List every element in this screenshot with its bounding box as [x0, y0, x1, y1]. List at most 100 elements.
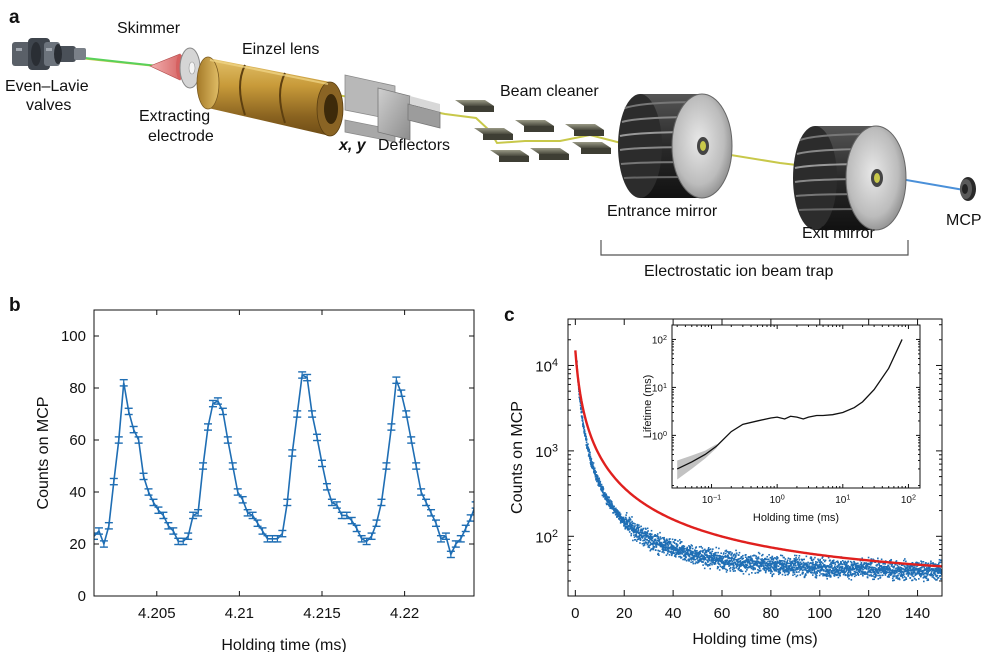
panel-c-point: [884, 574, 887, 576]
panel-c-point: [726, 569, 729, 572]
panel-c-point: [821, 565, 824, 568]
panel-c-point: [792, 560, 794, 562]
panel-c-point: [607, 498, 609, 501]
panel-c-point: [782, 565, 785, 567]
panel-c-point: [938, 566, 940, 569]
panel-c-point: [912, 573, 914, 575]
panel-c-point: [827, 565, 830, 568]
panel-c-point: [882, 562, 885, 565]
panel-c-point: [846, 566, 849, 568]
panel-c-point: [665, 540, 667, 543]
panel-c-point: [706, 549, 709, 552]
panel-c-point: [940, 572, 942, 575]
panel-c-point: [585, 435, 587, 438]
panel-c-point: [867, 556, 870, 559]
panel-c-point: [892, 571, 895, 573]
panel-c-point: [776, 568, 779, 570]
panel-c-point: [589, 456, 592, 459]
panel-c-point: [630, 528, 632, 530]
panel-c-point: [749, 558, 752, 561]
panel-c-point: [701, 547, 704, 549]
panel-c-point: [844, 560, 847, 563]
panel-c-point: [910, 568, 912, 571]
panel-c-point: [748, 560, 751, 562]
panel-c-point: [665, 542, 668, 544]
panel-c-point: [737, 563, 739, 566]
panel-c-point: [729, 551, 732, 553]
panel-c-point: [750, 567, 753, 570]
panel-c-point: [817, 558, 819, 561]
panel-c-point: [839, 574, 842, 577]
panel-c-point: [707, 556, 710, 559]
panel-c-point: [925, 577, 928, 580]
panel-c-point: [673, 541, 675, 544]
panel-c-point: [821, 568, 824, 571]
panel-c-point: [822, 564, 825, 566]
panel-c-point: [719, 555, 722, 558]
panel-c-point: [871, 569, 873, 571]
panel-c-point: [841, 569, 843, 572]
panel-c-point: [725, 568, 727, 571]
panel-c-point: [589, 451, 591, 454]
panel-c-point: [631, 520, 633, 523]
panel-c-point: [628, 528, 630, 531]
panel-c-point: [729, 560, 731, 562]
panel-c-point: [757, 560, 760, 563]
panel-c-point: [938, 561, 941, 564]
panel-c-point: [696, 555, 699, 557]
panel-c-point: [618, 515, 620, 518]
panel-c-point: [670, 543, 673, 546]
panel-c-point: [846, 572, 849, 574]
panel-c-point: [877, 567, 880, 569]
panel-c-point: [651, 537, 654, 540]
panel-c-point: [917, 570, 920, 572]
panel-c-point: [833, 570, 835, 572]
panel-b-point: [347, 516, 356, 525]
panel-c-point: [938, 562, 940, 565]
panel-c-point: [807, 566, 810, 569]
panel-c-xtick-label: 120: [856, 605, 881, 622]
panel-c-point: [860, 565, 863, 567]
panel-c-point: [722, 561, 725, 564]
panel-c-point: [898, 572, 900, 575]
panel-c-point: [852, 564, 855, 567]
panel-c-point: [836, 566, 839, 569]
panel-c-point: [722, 567, 725, 570]
panel-c-point: [599, 482, 601, 485]
panel-c-point: [639, 542, 641, 544]
panel-c-point: [826, 577, 828, 580]
panel-c-point: [735, 552, 738, 555]
panel-c-point: [901, 568, 904, 570]
panel-c-point: [778, 570, 781, 572]
panel-c-point: [583, 426, 585, 428]
panel-c-point: [744, 560, 746, 562]
panel-c-point: [844, 563, 847, 566]
panel-c-point: [874, 568, 876, 571]
panel-c-point: [609, 507, 611, 510]
panel-c-point: [679, 555, 682, 558]
panel-c-point: [642, 535, 644, 537]
panel-c-point: [662, 544, 665, 546]
panel-c-point: [589, 455, 592, 458]
panel-c-point: [704, 558, 707, 561]
panel-b-point: [159, 511, 168, 520]
label-entrance-mirror: Entrance mirror: [607, 203, 718, 220]
panel-c-point: [847, 560, 850, 563]
panel-b-point: [213, 397, 222, 405]
panel-b-xlabel: Holding time (ms): [221, 637, 346, 652]
panel-c-point: [774, 567, 777, 569]
panel-c-point: [647, 541, 650, 544]
panel-c-point: [779, 566, 782, 569]
panel-c-point: [696, 557, 699, 560]
panel-c-point: [633, 531, 635, 533]
panel-c-point: [737, 568, 740, 570]
panel-c-point: [685, 553, 687, 556]
panel-c-point: [770, 566, 773, 568]
panel-c-point: [644, 541, 647, 543]
panel-c-point: [781, 566, 783, 569]
panel-c-point: [588, 453, 590, 455]
panel-c-point: [850, 568, 852, 571]
panel-c-point: [747, 560, 750, 562]
panel-c-fit-line: [574, 350, 942, 568]
